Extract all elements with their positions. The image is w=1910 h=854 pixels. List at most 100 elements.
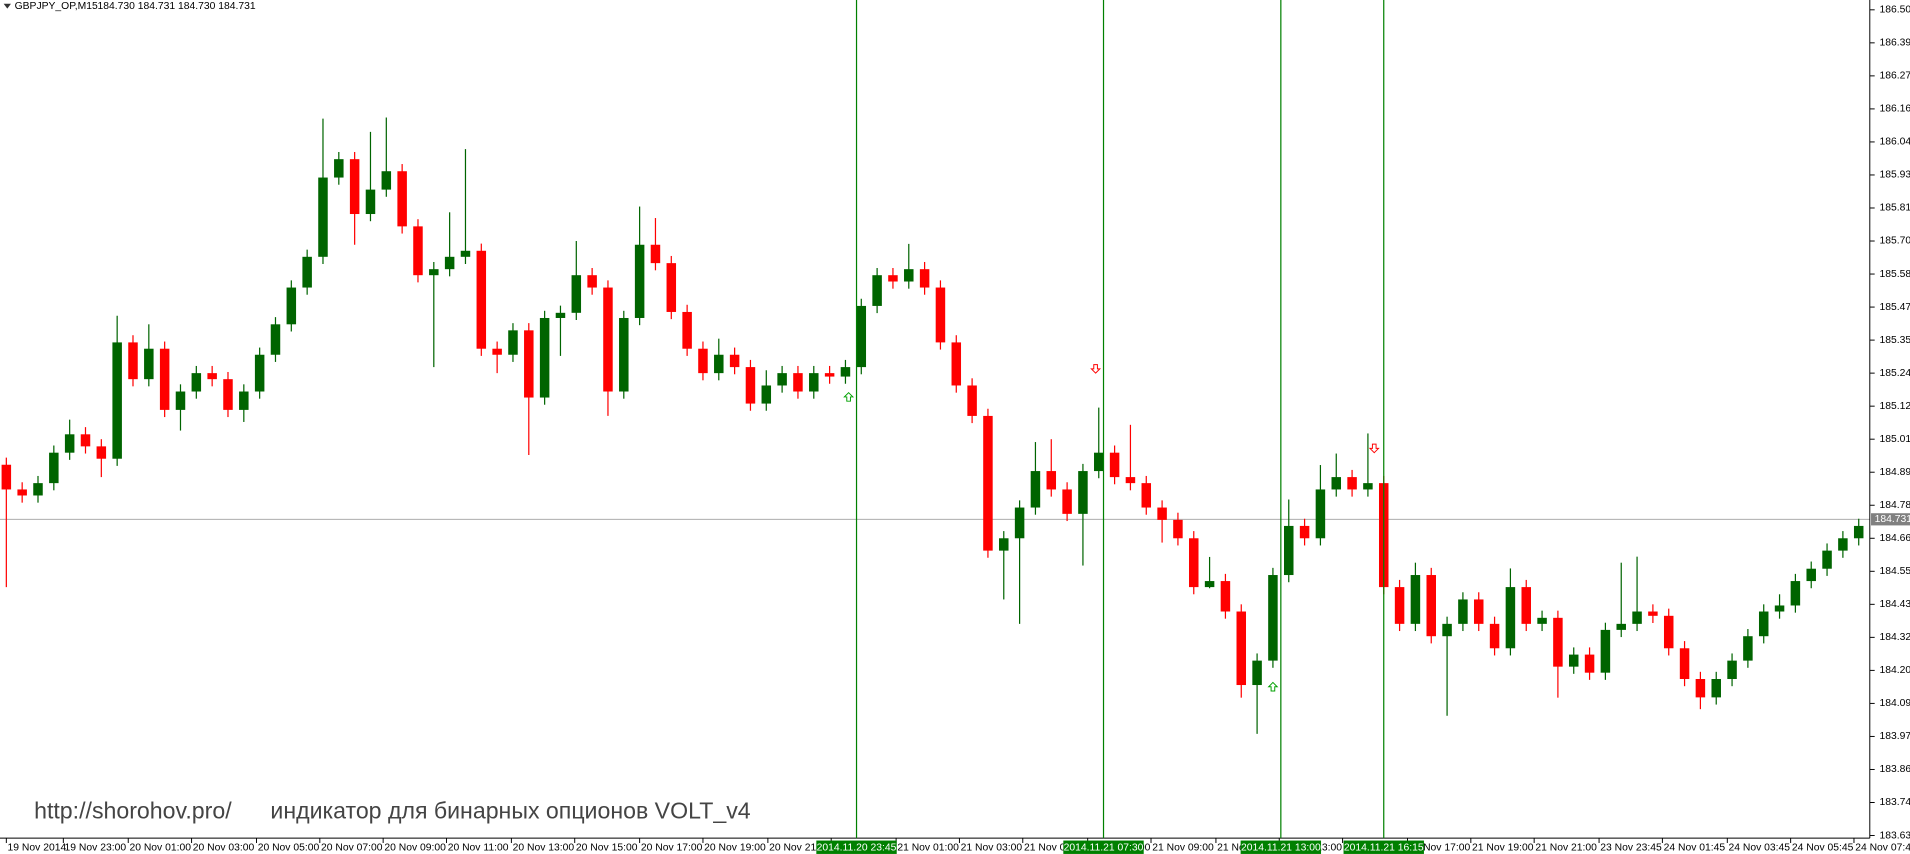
- x-tick-label: 24 Nov 07:45: [1855, 843, 1910, 854]
- candle-body: [1853, 525, 1864, 539]
- candle-body: [381, 171, 392, 190]
- candle-body: [824, 373, 835, 377]
- candle-body: [1648, 611, 1658, 616]
- candle-body: [33, 483, 43, 496]
- candle-body: [1046, 471, 1057, 490]
- x-tick-label: 20 Nov 03:00: [193, 843, 255, 854]
- x-tick-label: 20 Nov 09:00: [384, 843, 446, 854]
- candle-body: [302, 256, 312, 288]
- candle-body: [413, 226, 423, 276]
- candle-body: [1679, 648, 1690, 680]
- x-tick-label: 23 Nov 23:45: [1600, 843, 1662, 854]
- candle-body: [682, 311, 692, 349]
- y-tick-label: 185.815: [1880, 203, 1910, 214]
- symbol: GBPJPY_OP,M15: [15, 1, 98, 12]
- candle-body: [666, 263, 677, 312]
- candle-body: [1394, 587, 1405, 624]
- y-tick-label: 183.860: [1880, 764, 1910, 775]
- y-tick-label: 185.125: [1880, 401, 1910, 412]
- x-tick-label: 20 Nov 13:00: [513, 843, 575, 854]
- watermark-text: индикатор для бинарных опционов VOLT_v4: [270, 798, 750, 824]
- candle-body: [1489, 623, 1500, 649]
- price-tag: 184.731: [1875, 514, 1910, 525]
- candle-body: [1236, 611, 1247, 686]
- down-arrow: [1368, 443, 1380, 454]
- candle-body: [1189, 538, 1199, 588]
- candle-body: [1632, 611, 1642, 624]
- header-values: 184.730 184.731 184.730 184.731: [97, 1, 255, 12]
- y-tick-label: 185.470: [1880, 302, 1910, 313]
- up-arrow: [843, 391, 855, 402]
- x-tick-label: 24 Nov 05:45: [1792, 843, 1854, 854]
- candle-body: [1173, 519, 1183, 539]
- candle-body: [492, 348, 502, 355]
- candle-body: [1663, 615, 1674, 649]
- collapse-icon: [3, 3, 11, 9]
- candle-body: [1030, 471, 1041, 508]
- candle-body: [365, 189, 376, 215]
- x-tick-label: 20 Nov 01:00: [129, 843, 191, 854]
- candle-body: [919, 269, 930, 288]
- candle-body: [935, 287, 946, 343]
- candle-body: [571, 275, 582, 313]
- y-tick-label: 183.975: [1880, 731, 1910, 742]
- y-tick-label: 184.320: [1880, 632, 1910, 643]
- candle-body: [476, 250, 487, 349]
- candle-body: [650, 244, 661, 264]
- x-tick-label: 24 Nov 03:45: [1729, 843, 1791, 854]
- marker-label-box: [1063, 840, 1144, 854]
- y-tick-label: 184.205: [1880, 665, 1910, 676]
- candle-body: [1442, 623, 1452, 637]
- candle-body: [1125, 477, 1136, 484]
- candle-body: [444, 256, 455, 270]
- y-tick-label: 186.160: [1880, 104, 1910, 115]
- candle-body: [1473, 599, 1484, 624]
- candle-body: [1537, 617, 1547, 624]
- candle-body: [397, 171, 407, 227]
- candle-body: [761, 385, 772, 404]
- candle-body: [1822, 550, 1832, 569]
- candle-body: [539, 317, 550, 398]
- x-tick-label: 21 Nov 19:00: [1472, 843, 1534, 854]
- y-tick-label: 186.045: [1880, 137, 1910, 148]
- candle-body: [777, 373, 787, 386]
- x-tick-label: 20 Nov 15:00: [576, 843, 638, 854]
- down-arrow: [1090, 364, 1102, 374]
- candle-body: [1553, 617, 1563, 667]
- marker-label: 2014.11.21 16:15: [1344, 843, 1424, 854]
- marker-label-box: [816, 840, 897, 854]
- candle-body: [1204, 581, 1215, 588]
- candle-body: [80, 434, 91, 447]
- candle-body: [1584, 654, 1595, 673]
- candle-body: [1458, 599, 1468, 624]
- y-tick-label: 185.930: [1880, 170, 1910, 181]
- candle-body: [1094, 452, 1104, 472]
- candle-body: [239, 391, 249, 410]
- candle-body: [524, 330, 534, 398]
- candle-body: [1299, 525, 1310, 539]
- candle-body: [1315, 489, 1326, 539]
- candle-body: [1284, 525, 1294, 576]
- candle-body: [1347, 477, 1357, 490]
- candle-body: [1109, 452, 1120, 478]
- candle-body: [1410, 575, 1421, 624]
- y-tick-label: 186.275: [1880, 71, 1910, 82]
- candle-body: [429, 269, 439, 276]
- candle-body: [175, 391, 186, 410]
- candle-body: [603, 287, 613, 392]
- candle-body: [983, 415, 993, 551]
- candle-body: [460, 250, 471, 257]
- candle-body: [587, 275, 597, 288]
- y-tick-label: 185.240: [1880, 368, 1910, 379]
- candle-body: [1838, 538, 1848, 551]
- candle-body: [1600, 629, 1611, 673]
- candle-body: [714, 354, 724, 374]
- x-tick-label: 24 Nov 01:45: [1664, 843, 1726, 854]
- candle-body: [286, 287, 297, 325]
- watermark-url: http://shorohov.pro/: [34, 798, 232, 824]
- price-tag-box: [1871, 513, 1910, 526]
- candle-body: [144, 348, 154, 380]
- x-tick-label: 20 Nov 05:00: [258, 843, 320, 854]
